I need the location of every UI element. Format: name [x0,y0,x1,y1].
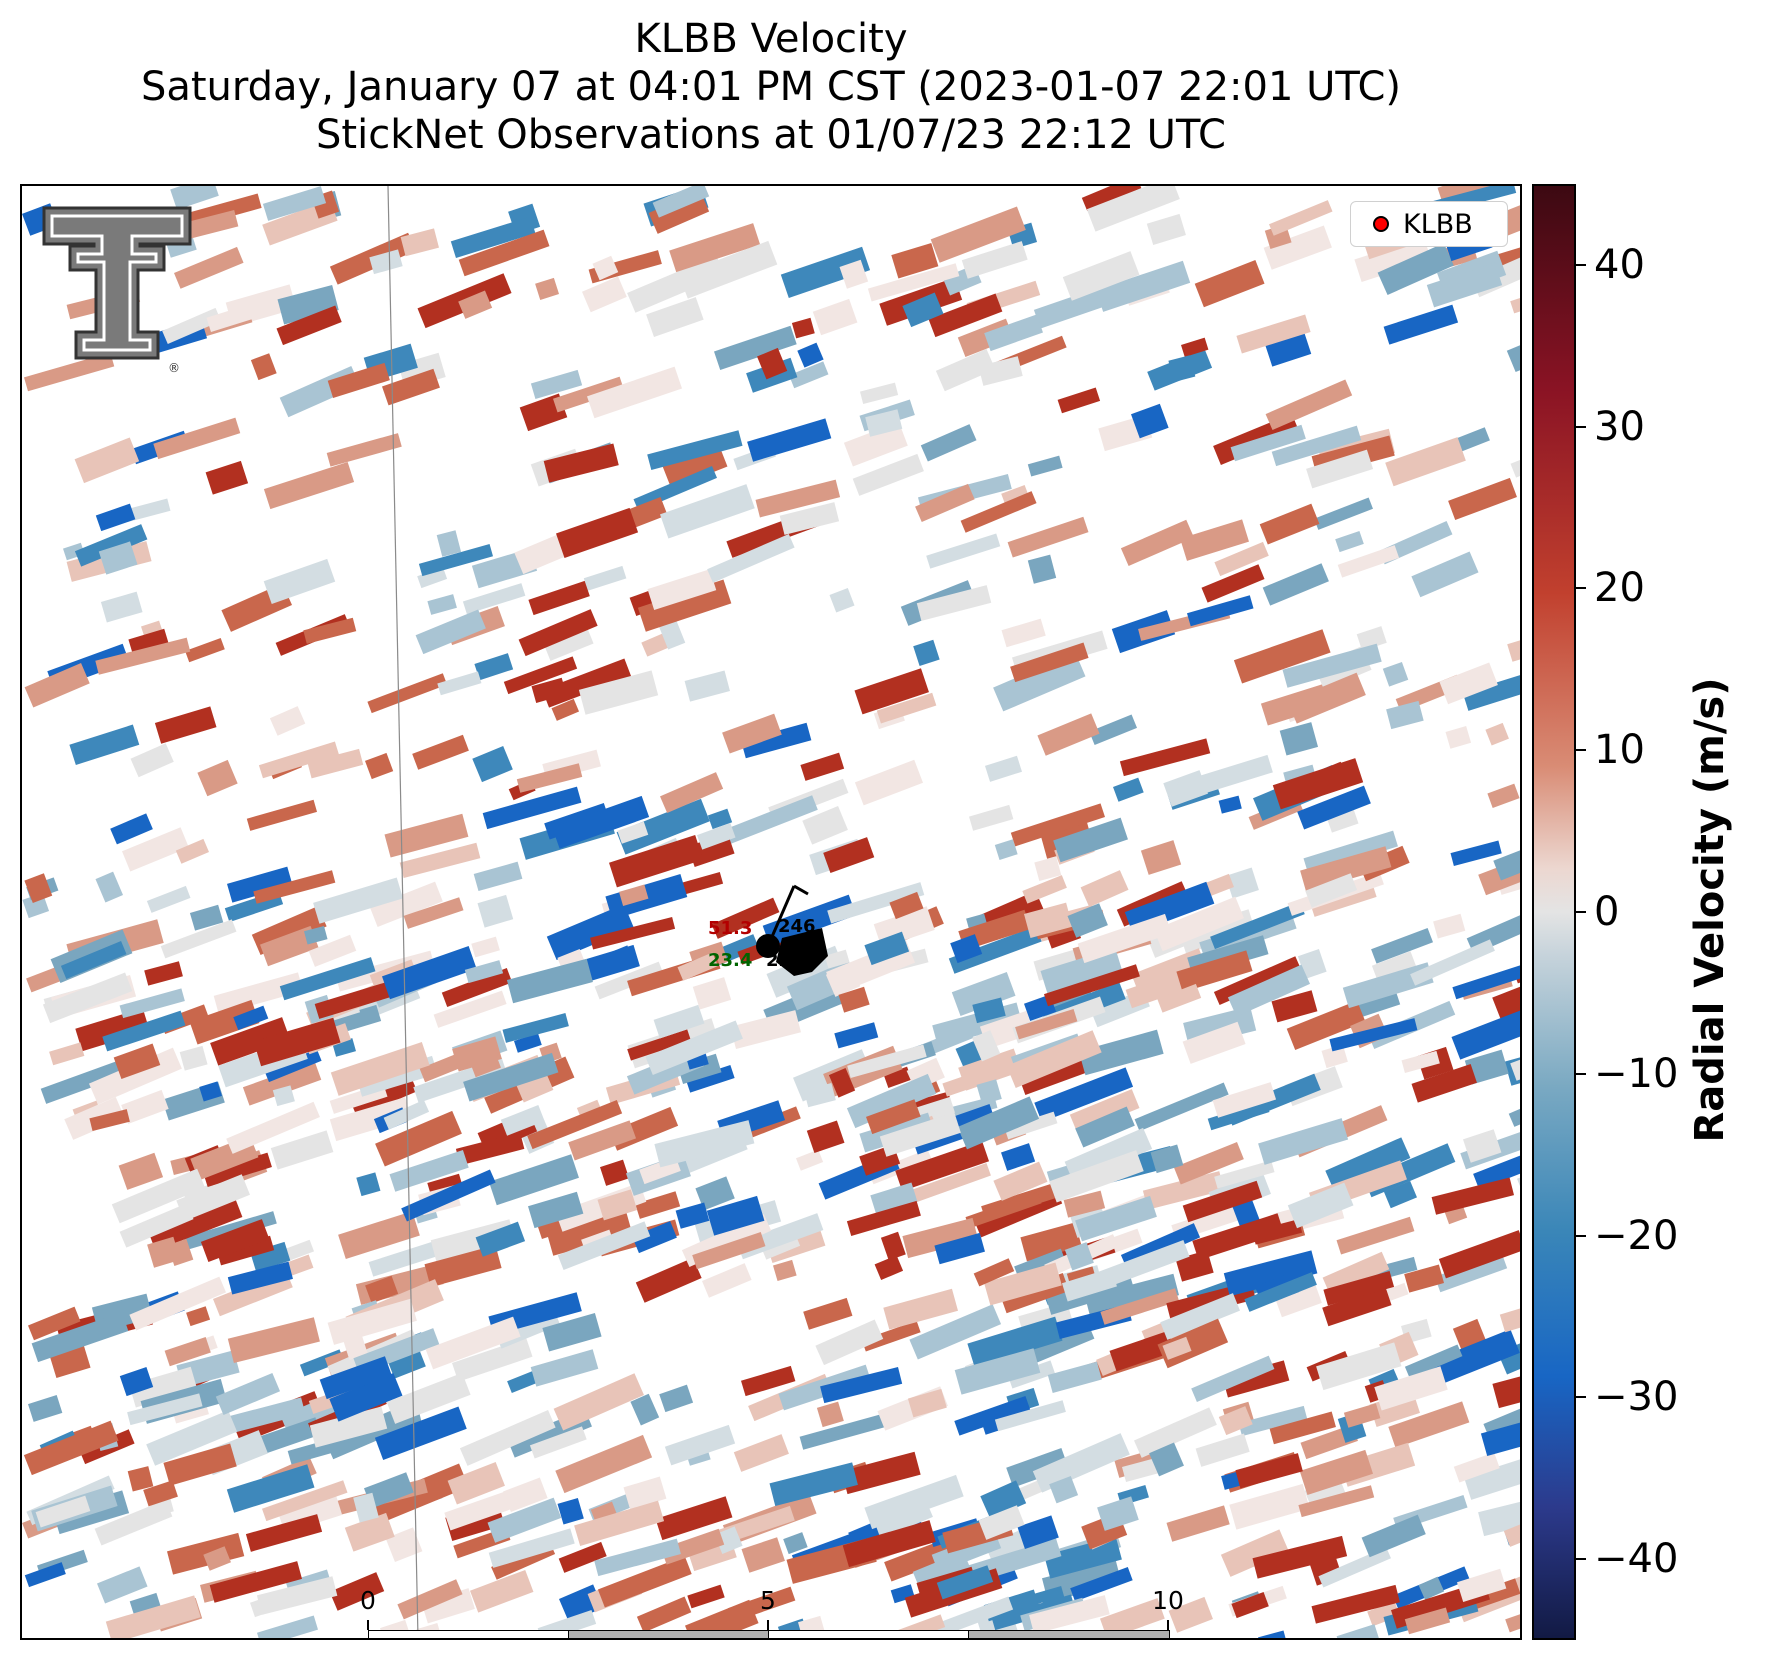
colorbar-tick [1576,587,1586,590]
svg-text:®: ® [168,361,180,375]
colorbar-tick-label: 20 [1594,565,1645,612]
colorbar-tick [1576,1558,1586,1561]
colorbar-tick [1576,911,1586,913]
scalebar-segment-4 [968,1630,1170,1638]
colorbar-tick [1576,1072,1586,1075]
colorbar-tick-label: 0 [1594,889,1620,935]
radar-marker-icon [1373,216,1389,232]
texas-tech-double-t-logo: ® [42,206,192,375]
scalebar-label-5: 5 [760,1586,776,1615]
colorbar-tick-label: −30 [1594,1374,1679,1421]
legend: KLBB [1350,201,1508,247]
colorbar-tick-label: −10 [1594,1050,1679,1097]
colorbar-tick [1576,263,1586,266]
colorbar-tick-label: −20 [1594,1212,1679,1259]
colorbar [1532,184,1576,1640]
scalebar-segment-3 [768,1630,970,1638]
colorbar-tick [1576,425,1586,428]
colorbar-tick-label: 40 [1594,241,1645,288]
colorbar-tick-label: 30 [1594,403,1645,450]
legend-label: KLBB [1403,209,1473,240]
colorbar-tick-label: 10 [1594,727,1645,774]
colorbar-tick [1576,1396,1586,1399]
map-title: KLBB Velocity [634,16,908,62]
scalebar-segment-1 [368,1630,570,1638]
velocity-bins [22,186,1520,1638]
colorbar-tick [1576,1234,1586,1237]
observations-subtitle: StickNet Observations at 01/07/23 22:12 … [316,112,1226,158]
scalebar-label-0: 0 [360,1586,376,1615]
county-boundary-line [387,186,419,1638]
radar-velocity-field [22,186,1520,1638]
colorbar-tick [1576,749,1586,752]
colorbar-tick-label: −40 [1594,1536,1679,1583]
colorbar-label: Radial Velocity (m/s) [1687,677,1733,1143]
radar-map[interactable]: ® KLBB 51.3 23.4 246 224 0 5 10 km [20,184,1522,1640]
scalebar-label-10: 10 [1152,1586,1184,1615]
map-subtitle: Saturday, January 07 at 04:01 PM CST (20… [140,64,1402,110]
scalebar-segment-2 [568,1630,770,1638]
